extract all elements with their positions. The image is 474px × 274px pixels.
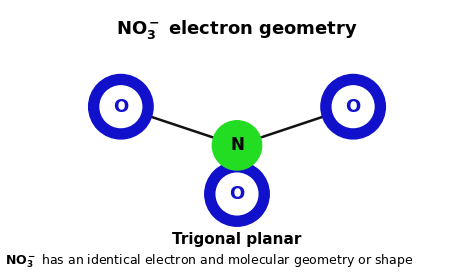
Text: N: N: [230, 136, 244, 155]
Circle shape: [89, 75, 153, 139]
Circle shape: [216, 173, 258, 215]
Circle shape: [100, 86, 142, 128]
Circle shape: [332, 86, 374, 128]
Text: Trigonal planar: Trigonal planar: [173, 232, 301, 247]
Text: O: O: [229, 185, 245, 203]
Circle shape: [212, 121, 262, 170]
Text: $\mathbf{NO_3^-}$ has an identical electron and molecular geometry or shape: $\mathbf{NO_3^-}$ has an identical elect…: [5, 252, 413, 270]
Text: $\mathbf{NO_3^- \ electron \ geometry}$: $\mathbf{NO_3^- \ electron \ geometry}$: [116, 18, 358, 41]
Circle shape: [321, 75, 385, 139]
Circle shape: [205, 162, 269, 226]
Text: O: O: [346, 98, 361, 116]
Text: O: O: [113, 98, 128, 116]
